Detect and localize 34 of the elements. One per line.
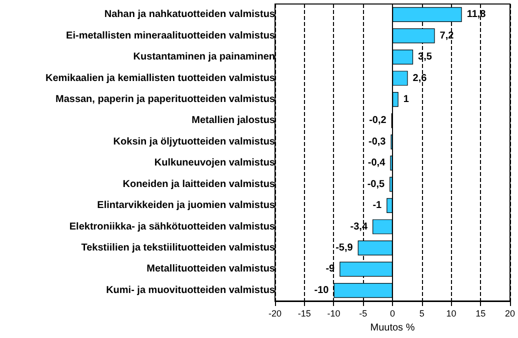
x-tick-label: 15	[476, 308, 486, 318]
data-label: -10	[314, 284, 330, 296]
y-tick-label: Kulkuneuvojen valmistus	[154, 158, 276, 169]
y-tick-label: Ei-metallisten mineraalituotteiden valmistus	[66, 30, 276, 42]
x-tick-label: 20	[504, 308, 515, 318]
y-tick-label: Massan, paperin ja paperituotteiden valmistus	[55, 94, 276, 105]
x-tick-label: -20	[268, 308, 282, 318]
y-tick-label: Elintarvikkeiden ja juomien valmistus	[97, 200, 276, 212]
y-tick-label: Nahan ja nahkatuotteiden valmistus	[104, 9, 276, 20]
x-tick-label: 5	[419, 308, 424, 318]
x-tick-label: -15	[298, 308, 311, 318]
data-label: -0,2	[369, 115, 387, 126]
y-tick-label: Kumi- ja muovituotteiden valmistus	[106, 284, 276, 296]
y-tick-label: Koksin ja öljytuotteiden valmistus	[113, 136, 276, 148]
data-label: -0,3	[368, 136, 386, 148]
y-tick-label: Metallituotteiden valmistus	[146, 264, 276, 275]
y-tick-label: Kemikaalien ja kemiallisten tuotteiden valmistus	[45, 72, 276, 84]
y-tick-label: Elektroniikka- ja sähkötuotteiden valmistus	[69, 221, 276, 232]
x-tick-label: -10	[327, 308, 340, 318]
data-label: 1	[403, 94, 410, 105]
data-label: -0,5	[367, 178, 385, 190]
x-tick-label: 10	[446, 308, 456, 318]
data-label: -0,4	[368, 158, 386, 169]
data-label: -5,9	[336, 242, 354, 254]
data-label: 11,8	[466, 9, 486, 20]
x-tick-label: -5	[359, 308, 368, 318]
data-label: -3,4	[350, 221, 368, 232]
y-tick-label: Metallien jalostus	[192, 115, 276, 126]
y-tick-label: Kustantaminen ja painaminen	[133, 52, 275, 63]
data-label: -1	[372, 200, 382, 212]
y-tick-label: Tekstiilien ja tekstiilituotteiden valmistus	[81, 242, 276, 254]
y-tick-label: Koneiden ja laitteiden valmistus	[122, 178, 276, 190]
x-tick-label: 0	[390, 308, 396, 318]
x-axis-title: Muutos %	[370, 322, 415, 334]
